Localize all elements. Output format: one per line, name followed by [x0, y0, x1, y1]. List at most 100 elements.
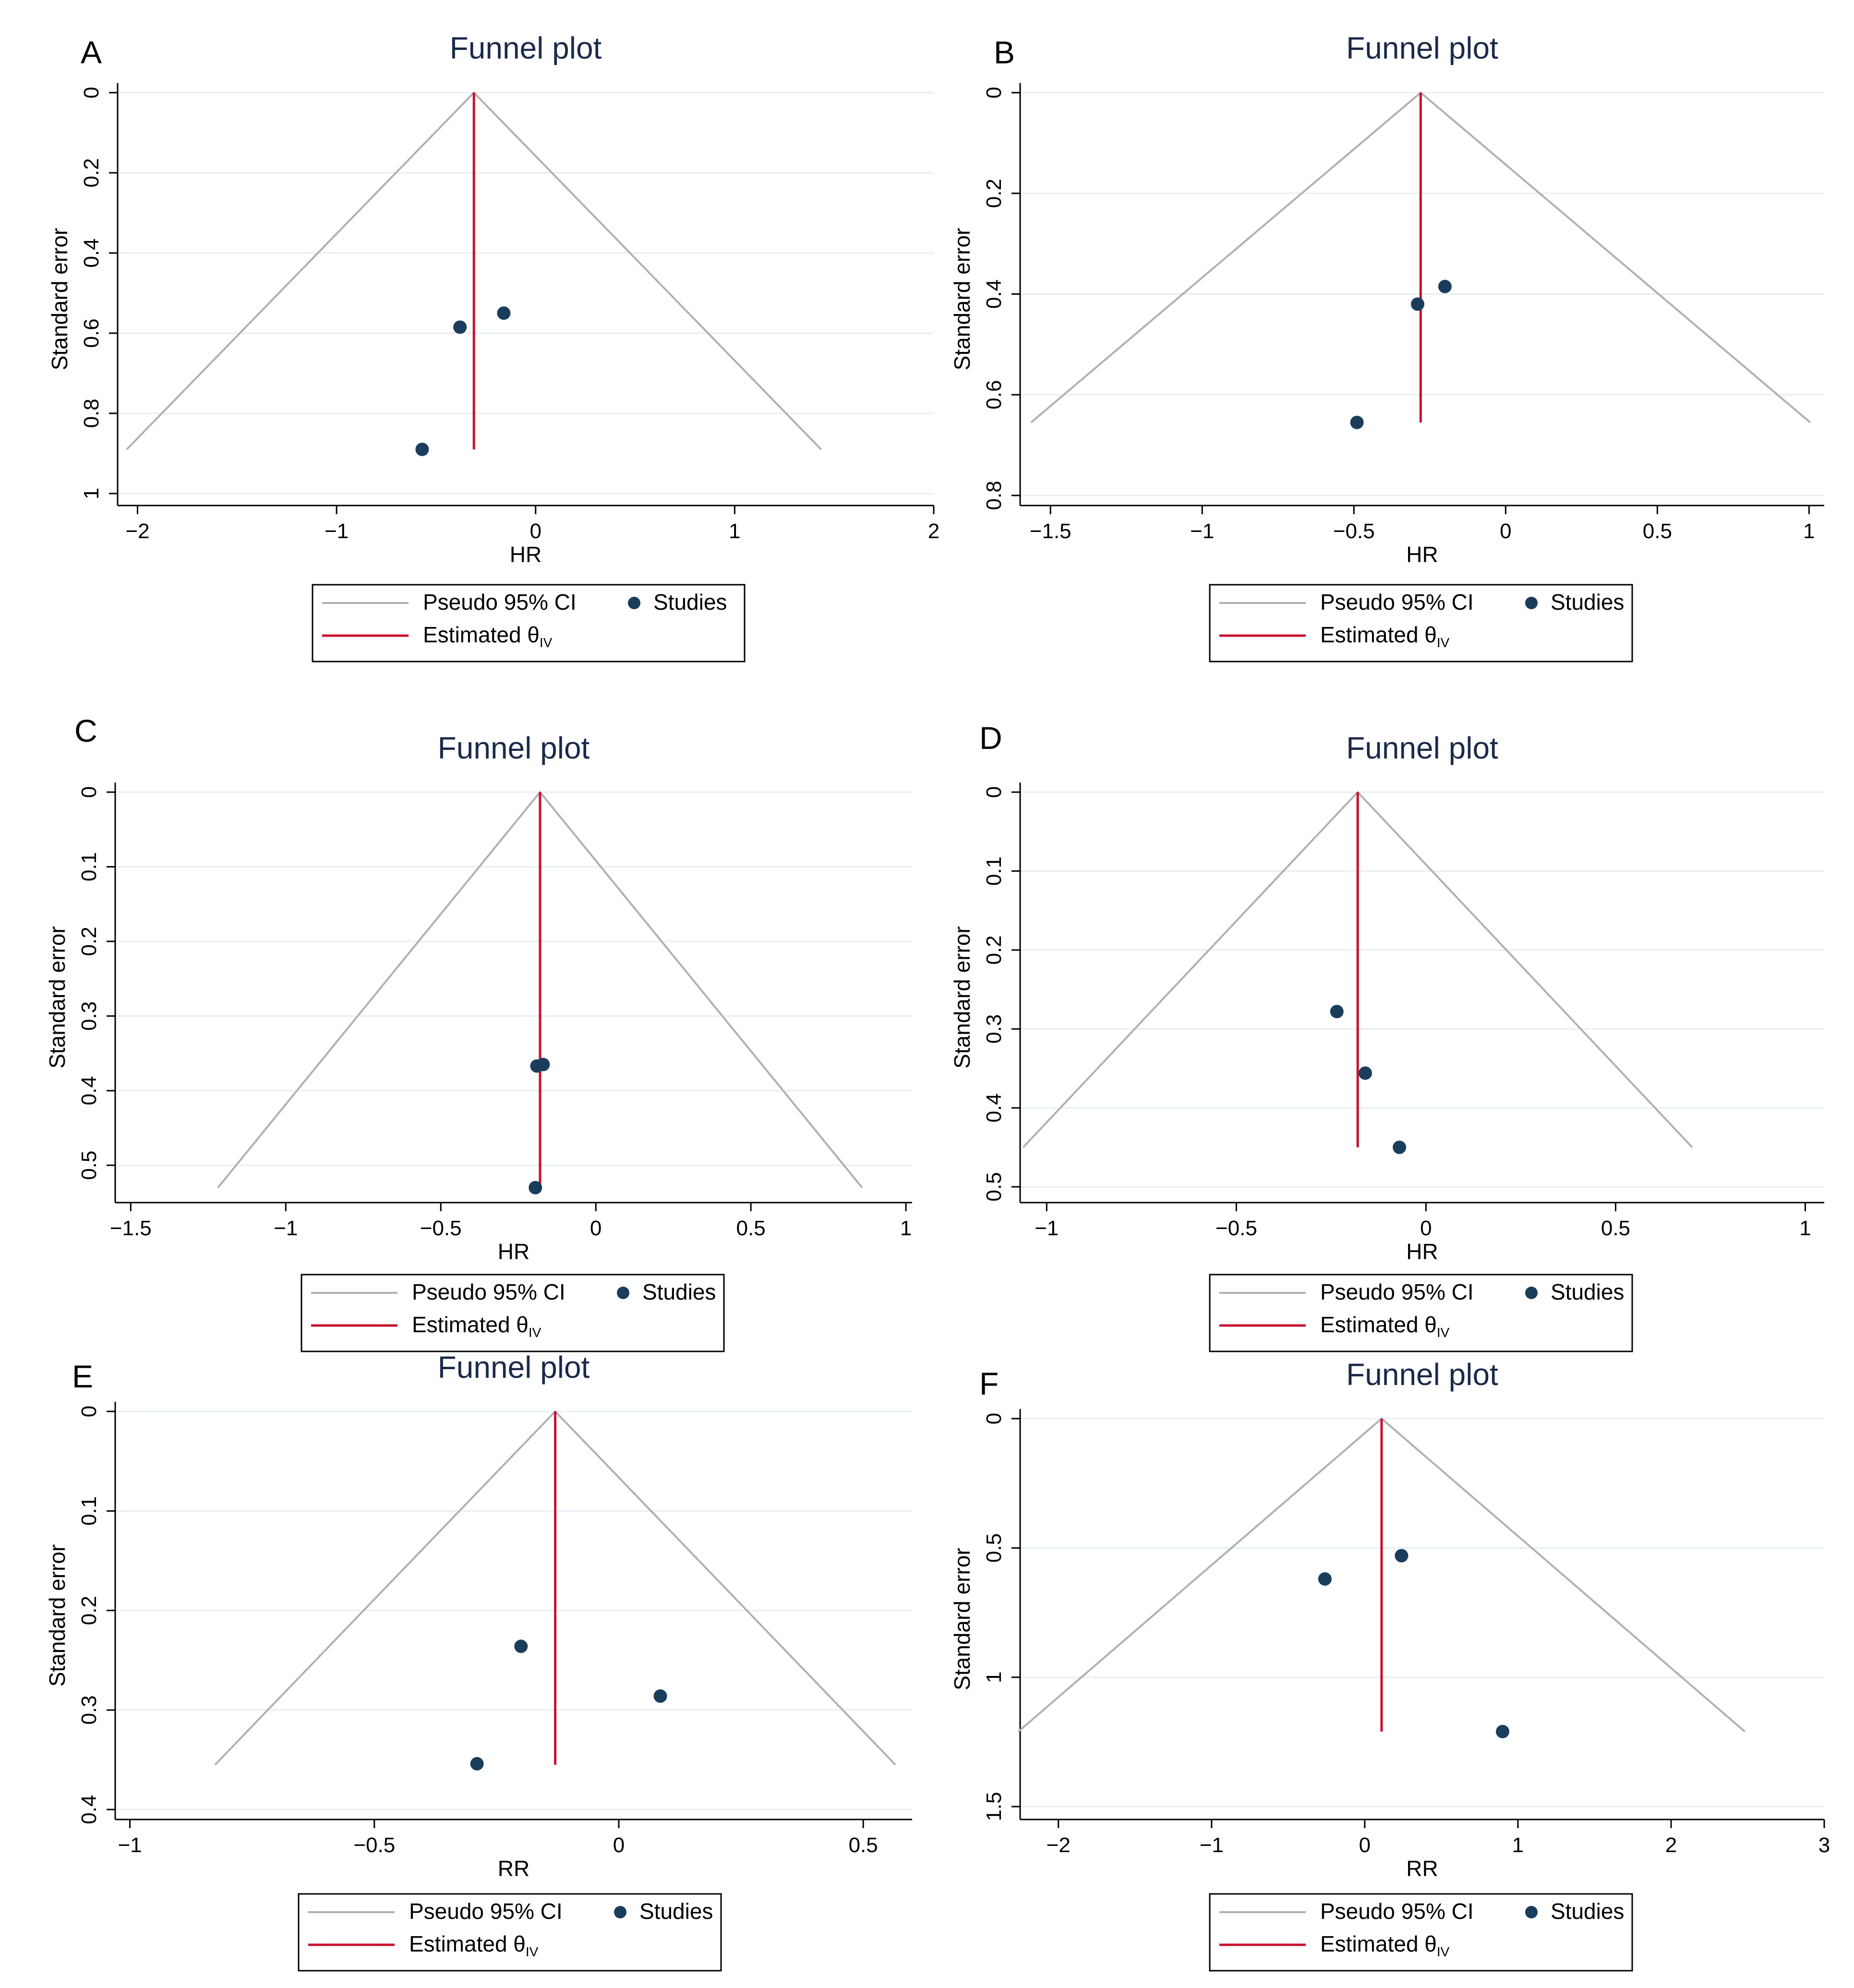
legend-estimate-label: Estimated θIV — [412, 1312, 542, 1340]
study-point — [514, 1639, 528, 1653]
y-axis-label: Standard error — [47, 228, 72, 371]
y-tick-label: 1 — [80, 488, 103, 499]
x-tick-label: −1.5 — [110, 1217, 152, 1240]
y-tick-label: 1 — [982, 1671, 1006, 1683]
x-tick-label: −1 — [325, 519, 349, 543]
y-axis-label: Standard error — [950, 926, 975, 1069]
legend-box — [301, 1274, 725, 1352]
y-tick-label: 0.2 — [80, 158, 103, 187]
legend: Pseudo 95% CI Studies Estimated θIV — [1209, 1893, 1633, 1972]
y-tick-label: 0.4 — [77, 1795, 101, 1824]
legend: Pseudo 95% CI Studies Estimated θIV — [1209, 584, 1633, 663]
chart-title: Funnel plot — [1346, 1357, 1498, 1392]
legend-studies-swatch — [628, 597, 640, 609]
legend: Pseudo 95% CI Studies Estimated θIV — [1209, 1274, 1633, 1352]
legend-estimate-label: Estimated θIV — [1320, 1312, 1450, 1340]
y-tick-label: 0 — [982, 1413, 1006, 1424]
x-tick-label: −1 — [1035, 1217, 1059, 1240]
y-tick-label: 0.5 — [982, 1533, 1006, 1563]
legend-studies-label: Studies — [639, 1899, 713, 1924]
x-tick-label: 2 — [928, 519, 939, 543]
chart-title: Funnel plot — [438, 731, 590, 765]
study-point — [1318, 1572, 1332, 1586]
y-tick-label: 0.2 — [77, 1596, 101, 1625]
x-tick-label: 1 — [1803, 519, 1815, 543]
x-tick-label: 0 — [1420, 1217, 1432, 1240]
y-tick-label: 0.4 — [80, 238, 103, 267]
chart-title: Funnel plot — [1346, 731, 1498, 765]
x-tick-label: 0 — [1500, 519, 1511, 543]
x-tick-label: 0 — [590, 1217, 602, 1240]
chart-title: Funnel plot — [450, 31, 602, 65]
y-axis-label: Standard error — [45, 1544, 70, 1687]
x-tick-label: −1 — [118, 1833, 142, 1857]
study-point — [1350, 415, 1364, 429]
y-tick-label: 0 — [77, 1406, 101, 1417]
y-tick-label: 0.5 — [77, 1151, 101, 1180]
legend-estimate-label: Estimated θIV — [423, 622, 553, 650]
study-point — [1358, 1066, 1372, 1080]
x-tick-label: 0.5 — [1601, 1217, 1630, 1240]
legend-studies-swatch — [1525, 597, 1538, 609]
y-tick-label: 0.3 — [982, 1014, 1006, 1044]
legend-studies-swatch — [1525, 1906, 1538, 1918]
study-point — [653, 1689, 667, 1703]
legend-studies-swatch — [617, 1287, 629, 1299]
x-tick-label: 0.5 — [736, 1217, 766, 1240]
chart-title: Funnel plot — [438, 1350, 590, 1385]
legend-studies-label: Studies — [1551, 1279, 1624, 1304]
y-tick-label: 0 — [80, 87, 103, 98]
y-tick-label: 0.1 — [982, 856, 1006, 886]
y-tick-label: 0.2 — [77, 927, 101, 956]
x-axis-label: RR — [498, 1856, 530, 1881]
x-tick-label: 0 — [530, 519, 541, 543]
legend-studies-label: Studies — [653, 590, 727, 614]
x-tick-label: 1 — [1512, 1833, 1524, 1857]
legend-ci-label: Pseudo 95% CI — [412, 1279, 566, 1304]
panel-label: C — [74, 713, 97, 748]
legend-ci-label: Pseudo 95% CI — [409, 1899, 563, 1924]
study-point — [1411, 297, 1425, 311]
legend: Pseudo 95% CI Studies Estimated θIV — [312, 584, 746, 663]
x-axis-label: RR — [1406, 1856, 1438, 1881]
panel-label: B — [994, 35, 1015, 70]
legend-estimate-label: Estimated θIV — [1320, 1931, 1450, 1959]
y-tick-label: 0.3 — [77, 1001, 101, 1031]
x-tick-label: 1 — [729, 519, 740, 543]
x-tick-label: 0 — [1359, 1833, 1371, 1857]
x-tick-label: −2 — [125, 519, 149, 543]
x-tick-label: −0.5 — [420, 1217, 462, 1240]
y-tick-label: 0 — [982, 786, 1006, 798]
y-tick-label: 0.6 — [982, 380, 1006, 410]
study-point — [497, 306, 511, 320]
y-tick-label: 0.6 — [80, 318, 103, 348]
legend-ci-label: Pseudo 95% CI — [1320, 1899, 1474, 1924]
x-axis-label: HR — [510, 542, 542, 567]
x-tick-label: −1 — [1200, 1833, 1224, 1857]
legend-studies-swatch — [614, 1906, 626, 1918]
x-tick-label: 1 — [1799, 1217, 1811, 1240]
legend-box — [1209, 584, 1633, 663]
funnel-panel-f: F Funnel plot 0 0.5 1 1.5 −2 −1 0 1 2 3 RR Standard e… — [950, 1357, 1830, 1972]
legend-ci-label: Pseudo 95% CI — [1320, 1279, 1474, 1304]
legend-estimate-label: Estimated θIV — [1320, 622, 1450, 650]
y-tick-label: 1.5 — [982, 1792, 1006, 1821]
study-point — [415, 443, 429, 457]
x-tick-label: 0 — [613, 1833, 625, 1857]
y-tick-label: 0.4 — [982, 1093, 1006, 1122]
x-tick-label: −0.5 — [1216, 1217, 1257, 1240]
x-tick-label: −0.5 — [1333, 519, 1375, 543]
y-tick-label: 0.8 — [80, 398, 103, 428]
study-point — [1438, 279, 1452, 293]
y-tick-label: 0.8 — [982, 481, 1006, 510]
study-point — [1496, 1724, 1509, 1738]
x-tick-label: 1 — [900, 1217, 912, 1240]
x-tick-label: −1.5 — [1030, 519, 1071, 543]
funnel-panel-b: B Funnel plot 0 0.2 0.4 0.6 0.8 −1.5 −1 −0.5 0 0.5 1… — [950, 31, 1824, 663]
x-tick-label: 0.5 — [849, 1833, 878, 1857]
x-axis-label: HR — [1406, 542, 1438, 567]
legend-ci-label: Pseudo 95% CI — [1320, 590, 1474, 614]
y-axis-label: Standard error — [45, 926, 70, 1069]
panel-label: E — [72, 1359, 93, 1394]
